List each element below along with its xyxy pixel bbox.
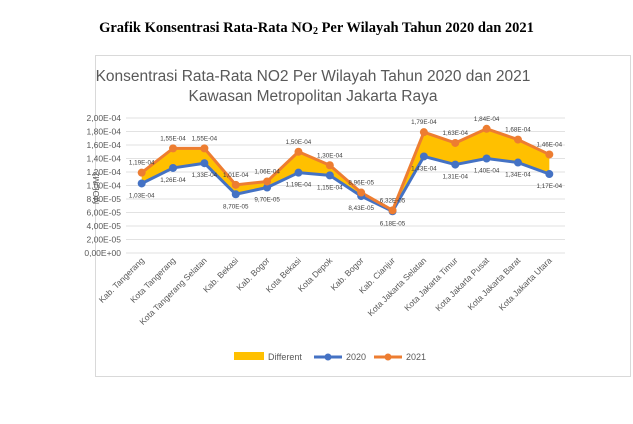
data-label-2020: 1,43E-04 bbox=[411, 165, 437, 172]
y-tick-label: 6,00E-05 bbox=[87, 208, 122, 218]
difference-area bbox=[141, 128, 550, 212]
data-label-2021: 1,55E-04 bbox=[192, 135, 218, 142]
y-tick-label: 1,80E-04 bbox=[87, 127, 122, 137]
data-label-2020: 6,18E-05 bbox=[380, 220, 406, 227]
point-2021 bbox=[263, 177, 272, 186]
y-tick-label: 0,00E+00 bbox=[84, 248, 121, 258]
point-2020 bbox=[513, 158, 522, 167]
x-tick-label: Kota Jakarta Timur bbox=[402, 255, 460, 313]
point-2021 bbox=[419, 128, 428, 137]
line-2020 bbox=[141, 154, 550, 213]
data-label-2021: 6,32E-05 bbox=[380, 197, 406, 204]
data-label-2021: 1,79E-04 bbox=[411, 119, 437, 126]
y-tick-label: 1,20E-04 bbox=[87, 167, 122, 177]
chart-frame bbox=[95, 55, 631, 377]
data-label-2021: 1,84E-04 bbox=[474, 116, 500, 123]
point-2020 bbox=[419, 152, 428, 161]
legend-marker-2020 bbox=[324, 353, 332, 361]
y-tick-label: 1,40E-04 bbox=[87, 154, 122, 164]
data-label-2021: 1,01E-04 bbox=[223, 172, 249, 179]
point-2021 bbox=[169, 144, 178, 153]
x-tick-label: Kota Depok bbox=[296, 255, 335, 294]
y-tick-labels: 0,00E+00 2,00E-05 4,00E-05 6,00E-05 8,00E-05… bbox=[84, 113, 121, 258]
point-2021 bbox=[325, 161, 334, 170]
data-label-2020: 1,31E-04 bbox=[442, 174, 468, 181]
y-tick-label: 1,00E-04 bbox=[87, 181, 122, 191]
y-tick-label: 8,00E-05 bbox=[87, 194, 122, 204]
y-tick-label: 2,00E-04 bbox=[87, 113, 122, 123]
point-2020 bbox=[137, 179, 146, 188]
point-2021 bbox=[451, 138, 460, 147]
data-label-2020: 1,03E-04 bbox=[129, 192, 155, 199]
point-2021 bbox=[482, 124, 491, 133]
data-label-2021: 1,50E-04 bbox=[286, 139, 312, 146]
x-tick-label: Kota Jakarta Selatan bbox=[365, 255, 428, 318]
data-label-2021: 1,06E-04 bbox=[254, 168, 280, 175]
legend-label-different: Different bbox=[268, 352, 302, 362]
point-2021 bbox=[294, 147, 303, 156]
data-label-2020: 1,34E-04 bbox=[505, 172, 531, 179]
y-tick-label: 2,00E-05 bbox=[87, 235, 122, 245]
data-label-2021: 1,55E-04 bbox=[160, 135, 186, 142]
data-label-2021: 1,19E-04 bbox=[129, 160, 155, 167]
data-label-2020: 1,19E-04 bbox=[286, 182, 312, 189]
point-2020 bbox=[231, 190, 240, 199]
series-markers bbox=[137, 124, 554, 216]
data-label-2020: 1,15E-04 bbox=[317, 184, 343, 191]
data-label-2020: 1,33E-04 bbox=[192, 172, 218, 179]
data-label-2021: 1,30E-04 bbox=[317, 152, 343, 159]
point-2020 bbox=[482, 154, 491, 163]
chart-subtitle: Kawasan Metropolitan Jakarta Raya bbox=[189, 88, 438, 105]
data-label-2020: 1,26E-04 bbox=[160, 177, 186, 184]
data-label-2021: 8,96E-05 bbox=[348, 180, 374, 187]
point-2021 bbox=[357, 188, 366, 197]
point-2020 bbox=[169, 163, 178, 172]
caption-prefix: Grafik Konsentrasi Rata-Rata NO bbox=[99, 20, 313, 36]
data-label-2020: 1,40E-04 bbox=[474, 168, 500, 175]
point-2020 bbox=[545, 170, 554, 179]
point-2021 bbox=[513, 135, 522, 144]
data-label-2021: 1,63E-04 bbox=[442, 130, 468, 137]
data-label-2020: 1,17E-04 bbox=[537, 183, 563, 190]
point-2021 bbox=[231, 180, 240, 189]
data-label-2021: 1,68E-04 bbox=[505, 127, 531, 134]
line-2021 bbox=[140, 127, 550, 212]
point-2020 bbox=[263, 183, 272, 192]
difference-area-fill bbox=[141, 128, 550, 212]
point-2020 bbox=[451, 160, 460, 169]
legend-marker-2021 bbox=[384, 353, 392, 361]
point-2021 bbox=[545, 150, 554, 159]
legend: Different 2020 2021 bbox=[234, 352, 426, 362]
data-label-2020: 9,70E-05 bbox=[254, 197, 280, 204]
legend-swatch-different bbox=[234, 352, 264, 360]
legend-label-2021: 2021 bbox=[406, 352, 426, 362]
legend-label-2020: 2020 bbox=[346, 352, 366, 362]
data-label-2020: 8,43E-05 bbox=[348, 205, 374, 212]
caption-suffix: Per Wilayah Tahun 2020 dan 2021 bbox=[317, 20, 534, 36]
chart-title: Konsentrasi Rata-Rata NO2 Per Wilayah Ta… bbox=[96, 68, 531, 85]
data-label-2021: 1,46E-04 bbox=[537, 141, 563, 148]
y-tick-label: 4,00E-05 bbox=[87, 221, 122, 231]
y-tick-label: 1,60E-04 bbox=[87, 140, 122, 150]
x-tick-label: Kota Jakarta Pusat bbox=[433, 255, 491, 313]
x-tick-label: Kota Jakarta Utara bbox=[497, 255, 554, 312]
point-2021 bbox=[137, 168, 146, 177]
point-2020 bbox=[325, 171, 334, 180]
y-axis-label: MOL/M2 bbox=[91, 171, 101, 204]
x-tick-label: Kota Jakarta Barat bbox=[466, 255, 523, 312]
data-label-2020: 8,70E-05 bbox=[223, 203, 249, 210]
series-lines bbox=[140, 127, 550, 213]
point-2020 bbox=[294, 168, 303, 177]
point-2021 bbox=[388, 206, 397, 215]
document-caption: Grafik Konsentrasi Rata-Rata NO2 Per Wil… bbox=[0, 20, 633, 37]
data-labels: 1,19E-04 1,55E-04 1,55E-04 1,01E-04 1,06E-04… bbox=[129, 116, 563, 227]
point-2020 bbox=[200, 159, 209, 168]
caption-subscript: 2 bbox=[312, 26, 318, 37]
point-2021 bbox=[200, 144, 209, 153]
